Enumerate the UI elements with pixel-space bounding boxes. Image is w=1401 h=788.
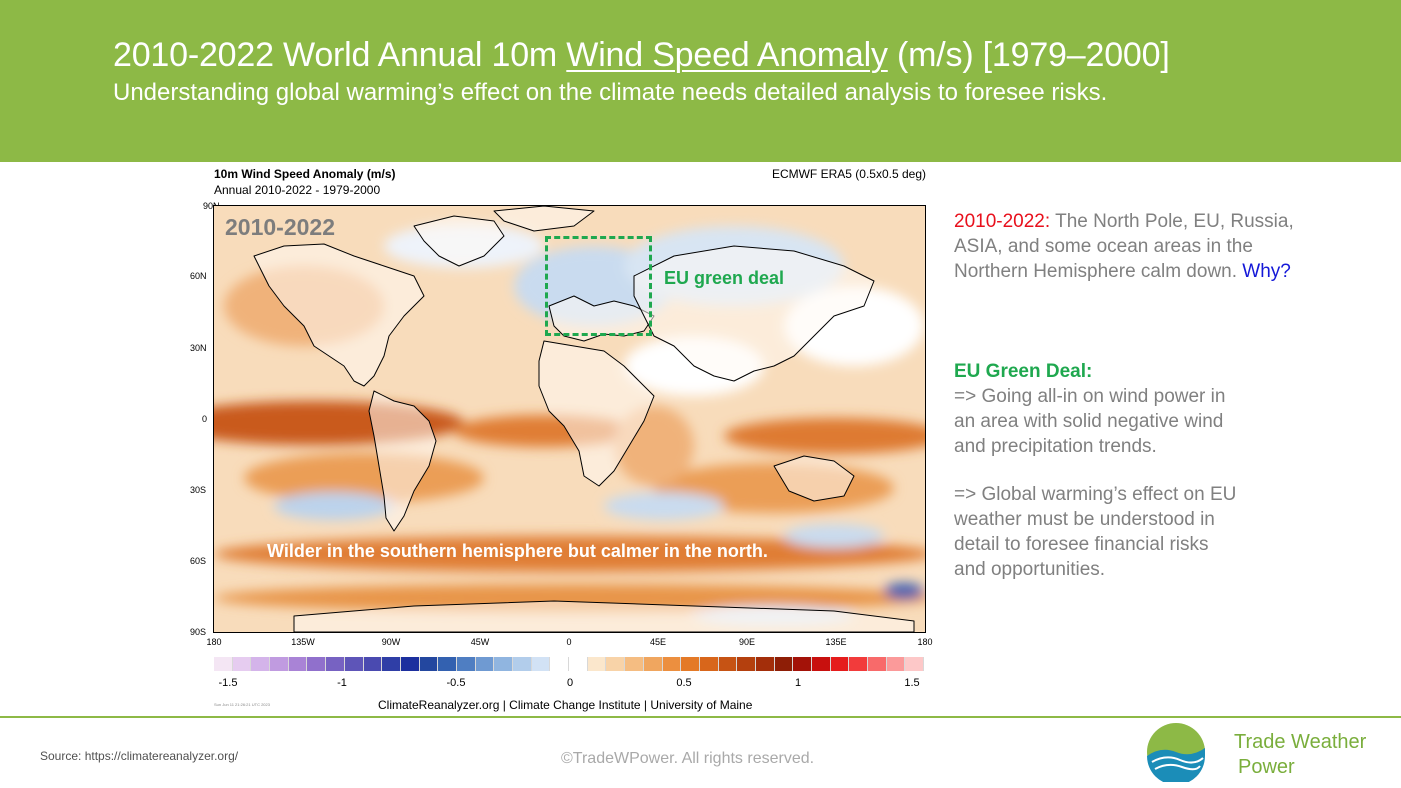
colorbar-swatch	[793, 657, 812, 671]
colorbar-tick: -0.5	[446, 677, 466, 689]
map-year-label: 2010-2022	[225, 214, 335, 240]
colorbar-swatch	[587, 657, 607, 671]
figure-credit: ClimateReanalyzer.org | Climate Change I…	[378, 698, 753, 712]
colorbar-swatch	[531, 657, 551, 671]
wind-anomaly-figure: 10m Wind Speed Anomaly (m/s) Annual 2010…	[180, 162, 940, 717]
side-highlight: 2010-2022:	[954, 211, 1051, 232]
lat-label: 60N	[190, 271, 207, 281]
lat-label: 0	[202, 414, 208, 424]
colorbar-swatch	[755, 657, 775, 671]
colorbar-tick: 1	[794, 677, 802, 689]
side-heading: EU Green Deal:	[954, 361, 1093, 382]
colorbar-swatch	[214, 657, 233, 671]
colorbar-swatch	[737, 657, 756, 671]
footer-copyright: ©TradeWPower. All rights reserved.	[561, 750, 815, 767]
colorbar-swatch	[662, 657, 682, 671]
colorbar-swatch	[774, 657, 794, 671]
colorbar-swatch	[681, 657, 700, 671]
colorbar-swatch	[456, 657, 476, 671]
colorbar-swatch	[288, 657, 308, 671]
colorbar-swatch	[344, 657, 364, 671]
colorbar-swatch	[475, 657, 495, 671]
figure-subtitle: Annual 2010-2022 - 1979-2000	[214, 183, 381, 197]
colorbar-swatch	[868, 657, 887, 671]
lon-label: 45W	[470, 637, 490, 647]
page-title: 2010-2022 World Annual 10m Wind Speed An…	[113, 36, 1170, 74]
title-underlined-term: Wind Speed Anomaly	[566, 36, 888, 74]
lon-label: 0	[566, 637, 572, 647]
colorbar-swatch	[699, 657, 719, 671]
lon-label: 180	[206, 637, 222, 647]
colorbar-swatch	[307, 657, 327, 671]
colorbar-tick: -1.5	[218, 677, 238, 689]
colorbar-swatch	[849, 657, 869, 671]
colorbar-swatch	[718, 657, 738, 671]
colorbar-swatch	[550, 657, 570, 671]
colorbar-swatch	[886, 657, 906, 671]
lon-label: 180	[917, 637, 933, 647]
colorbar-swatch	[232, 657, 252, 671]
colorbar-swatch	[569, 657, 588, 671]
colorbar-swatch	[494, 657, 513, 671]
colorbar-swatch	[363, 657, 383, 671]
colorbar-swatch	[419, 657, 439, 671]
brand-name: Trade Weather Power	[1234, 731, 1367, 778]
anomaly-map: 2010-2022 EU green deal Wilder in the so…	[213, 205, 926, 633]
side-observation-text: The North Pole, EU, Russia, ASIA, and so…	[954, 211, 1294, 282]
lon-label: 90W	[381, 637, 401, 647]
colorbar-swatch	[400, 657, 420, 671]
colorbar-swatch	[438, 657, 457, 671]
colorbar-swatch	[643, 657, 663, 671]
anomaly-map-graphic	[214, 206, 925, 632]
colorbar-swatch	[326, 657, 345, 671]
header-banner: 2010-2022 World Annual 10m Wind Speed An…	[0, 0, 1401, 162]
colorbar-tick: -1	[337, 677, 347, 689]
lat-label: 90N	[203, 201, 220, 211]
lat-label: 60S	[190, 556, 207, 566]
side-paragraph: => Global warming’s effect on EU weather…	[954, 484, 1237, 580]
figure-title: 10m Wind Speed Anomaly (m/s)	[214, 167, 396, 181]
eu-box-label: EU green deal	[664, 268, 785, 288]
brand-logo-icon	[1147, 723, 1205, 782]
lat-label: 30S	[190, 485, 207, 495]
footer-source: Source: https://climatereanalyzer.org/	[40, 749, 239, 763]
colorbar-swatch	[382, 657, 401, 671]
colorbar-tick: 0	[566, 677, 574, 689]
colorbar-swatch	[812, 657, 831, 671]
colorbar-swatch	[513, 657, 532, 671]
lat-label: 30N	[190, 343, 207, 353]
side-paragraph: => Going all-in on wind power in an area…	[954, 386, 1226, 457]
colorbar-tick: 0.5	[676, 677, 692, 689]
colorbar	[214, 657, 925, 671]
colorbar-swatch	[625, 657, 644, 671]
colorbar-swatch	[905, 657, 925, 671]
eu-highlight-box	[545, 236, 652, 336]
map-annotation: Wilder in the southern hemisphere but ca…	[267, 541, 768, 561]
side-question: Why?	[1242, 261, 1291, 282]
colorbar-swatch	[270, 657, 289, 671]
side-note-green-deal: EU Green Deal: => Going all-in on wind p…	[954, 359, 1314, 459]
page-subtitle: Understanding global warming’s effect on…	[113, 79, 1108, 106]
figure-data-source: ECMWF ERA5 (0.5x0.5 deg)	[771, 167, 926, 181]
colorbar-tick: 1.5	[904, 677, 920, 689]
colorbar-swatch	[830, 657, 850, 671]
lon-label: 135E	[825, 637, 847, 647]
lat-label: 90S	[190, 627, 207, 637]
lon-label: 135W	[291, 637, 315, 647]
figure-timestamp: Sun Jun 11 21:26:21 UTC 2023	[214, 702, 270, 707]
lon-label: 45E	[649, 637, 667, 647]
colorbar-swatch	[251, 657, 271, 671]
side-note-observation: 2010-2022: The North Pole, EU, Russia, A…	[954, 209, 1314, 284]
footer-divider	[0, 716, 1401, 718]
lon-label: 90E	[738, 637, 756, 647]
colorbar-swatch	[606, 657, 626, 671]
